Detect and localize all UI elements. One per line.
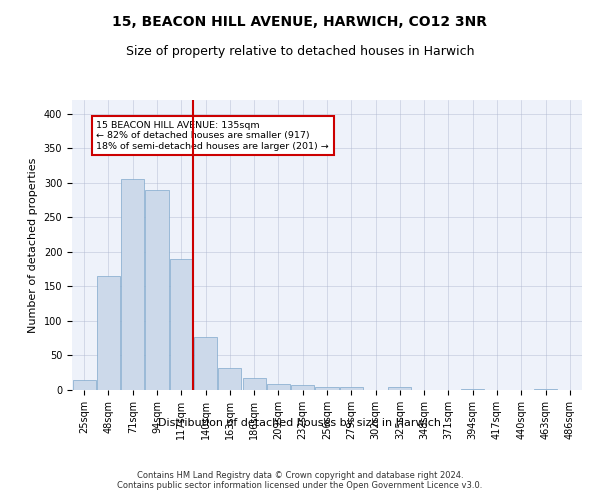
Bar: [73, 380, 95, 390]
Bar: [218, 368, 241, 390]
Text: 15, BEACON HILL AVENUE, HARWICH, CO12 3NR: 15, BEACON HILL AVENUE, HARWICH, CO12 3N…: [113, 15, 487, 29]
Bar: [97, 276, 120, 390]
Text: Distribution of detached houses by size in Harwich: Distribution of detached houses by size …: [158, 418, 442, 428]
Bar: [388, 387, 412, 390]
Bar: [170, 259, 193, 390]
Bar: [340, 386, 363, 390]
Y-axis label: Number of detached properties: Number of detached properties: [28, 158, 38, 332]
Bar: [534, 388, 557, 390]
Bar: [461, 388, 484, 390]
Bar: [242, 378, 266, 390]
Bar: [291, 385, 314, 390]
Bar: [267, 384, 290, 390]
Text: Size of property relative to detached houses in Harwich: Size of property relative to detached ho…: [126, 45, 474, 58]
Bar: [194, 337, 217, 390]
Bar: [145, 190, 169, 390]
Text: Contains HM Land Registry data © Crown copyright and database right 2024.
Contai: Contains HM Land Registry data © Crown c…: [118, 470, 482, 490]
Bar: [121, 180, 144, 390]
Text: 15 BEACON HILL AVENUE: 135sqm
← 82% of detached houses are smaller (917)
18% of : 15 BEACON HILL AVENUE: 135sqm ← 82% of d…: [96, 120, 329, 150]
Bar: [316, 386, 338, 390]
